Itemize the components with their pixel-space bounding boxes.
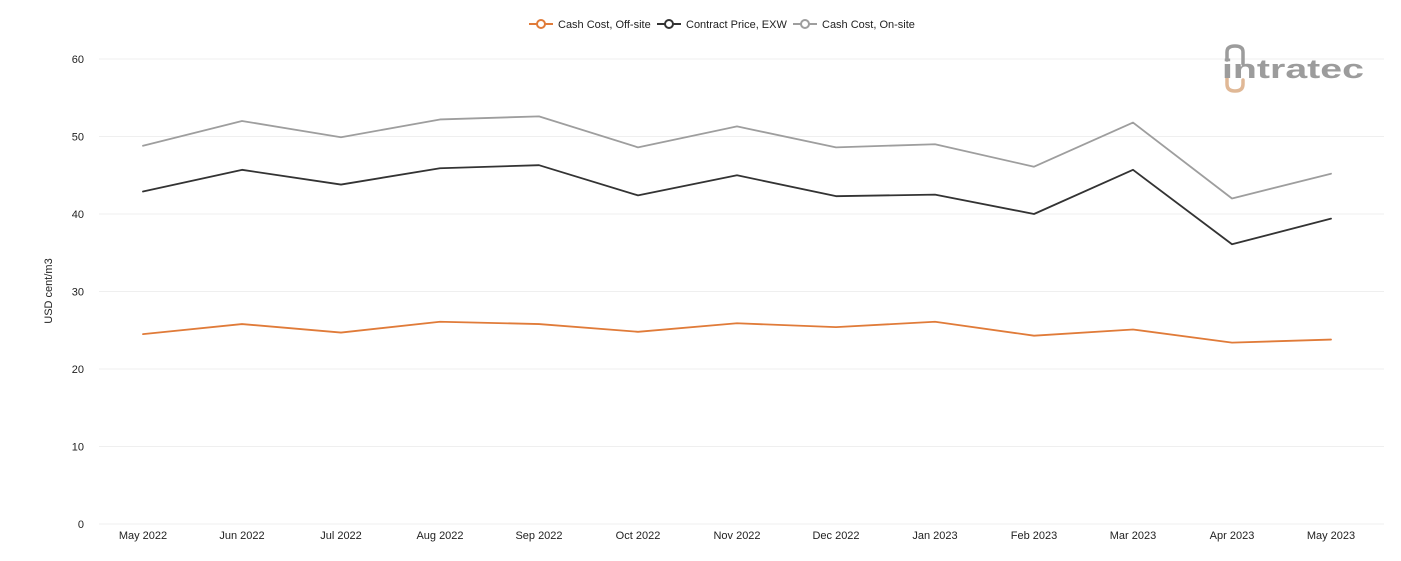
logo-wordmark: intratec — [1222, 54, 1364, 84]
x-axis-ticks: May 2022 Jun 2022 Jul 2022 Aug 2022 Sep 2022… — [119, 530, 1355, 542]
x-tick-label: May 2022 — [119, 530, 167, 542]
y-tick-label: 50 — [72, 132, 84, 144]
legend-item[interactable]: Cash Cost, On-site — [793, 19, 915, 31]
legend-item[interactable]: Contract Price, EXW — [657, 19, 787, 31]
x-tick-label: Feb 2023 — [1011, 530, 1057, 542]
x-tick-label: Dec 2022 — [812, 530, 859, 542]
y-axis-title: USD cent/m3 — [43, 258, 55, 323]
x-tick-label: Jun 2022 — [219, 530, 264, 542]
legend-label: Cash Cost, On-site — [822, 19, 915, 31]
legend-label: Contract Price, EXW — [686, 19, 787, 31]
y-tick-label: 40 — [72, 209, 84, 221]
y-tick-label: 10 — [72, 442, 84, 454]
x-tick-label: Jan 2023 — [912, 530, 957, 542]
y-tick-label: 20 — [72, 364, 84, 376]
legend-marker-icon — [664, 19, 674, 29]
x-tick-label: Jul 2022 — [320, 530, 362, 542]
series-group — [142, 115, 1332, 344]
y-tick-label: 30 — [72, 287, 84, 299]
series-line — [142, 115, 1332, 200]
grid-lines — [99, 58, 1384, 525]
x-tick-label: Aug 2022 — [416, 530, 463, 542]
logo-mark-icon — [1225, 44, 1245, 93]
legend-marker-icon — [800, 19, 810, 29]
x-tick-label: Oct 2022 — [616, 530, 661, 542]
legend-label: Cash Cost, Off-site — [558, 19, 651, 31]
x-tick-label: Nov 2022 — [713, 530, 760, 542]
y-tick-label: 60 — [72, 54, 84, 66]
x-tick-label: Apr 2023 — [1210, 530, 1255, 542]
x-tick-label: May 2023 — [1307, 530, 1355, 542]
intratec-logo: intratec — [1222, 44, 1364, 93]
y-axis-ticks: 0 10 20 30 40 50 60 — [72, 54, 84, 531]
x-tick-label: Mar 2023 — [1110, 530, 1156, 542]
chart-legend[interactable]: Cash Cost, Off-site Contract Price, EXW Ca… — [529, 19, 915, 31]
x-tick-label: Sep 2022 — [515, 530, 562, 542]
y-tick-label: 0 — [78, 519, 84, 531]
series-line — [142, 320, 1332, 344]
legend-marker-icon — [536, 19, 546, 29]
legend-item[interactable]: Cash Cost, Off-site — [529, 19, 651, 31]
series-line — [142, 164, 1332, 246]
